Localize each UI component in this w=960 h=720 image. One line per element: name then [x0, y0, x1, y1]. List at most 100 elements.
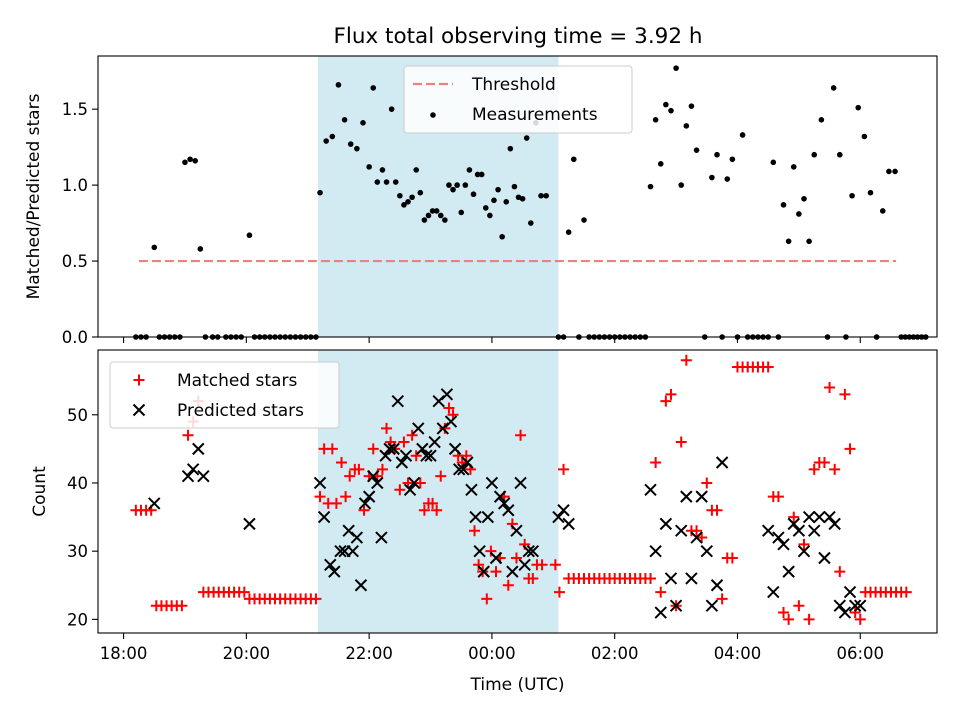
matched-stars-point: [527, 572, 539, 584]
predicted-stars-point: [562, 517, 575, 531]
measurement-point: [673, 65, 679, 71]
matched-stars-point: [353, 463, 365, 475]
measurement-point: [397, 192, 403, 199]
matched-stars-point: [176, 600, 188, 612]
x-tick-label: 06:00: [836, 644, 884, 663]
measurement-point: [491, 197, 497, 204]
bottom-shaded-interval: [317, 350, 559, 633]
predicted-stars-point: [705, 599, 719, 612]
measurement-point: [329, 133, 336, 140]
matched-stars-point: [701, 477, 713, 489]
predicted-stars-point: [457, 463, 470, 476]
matched-stars-point: [410, 450, 422, 462]
predicted-stars-point: [797, 544, 811, 558]
matched-stars-point: [358, 504, 370, 516]
measurement-point: [495, 186, 501, 193]
predicted-stars-point: [761, 524, 775, 537]
y-tick-label: 1.5: [62, 100, 88, 119]
predicted-stars-point: [838, 606, 852, 619]
bottom-panel: 20 30 40 50 18:00 20:00 22:00 00:00 02:00 04:00 0…: [30, 349, 938, 695]
measurement-point: [317, 189, 323, 196]
matched-stars-point: [772, 491, 784, 503]
measurement-point: [409, 194, 415, 201]
predicted-stars-point: [690, 531, 703, 544]
measurement-point: [405, 199, 411, 205]
matched-stars-point: [502, 579, 514, 591]
measurement-point: [487, 212, 493, 219]
predicted-stars-point: [818, 551, 831, 565]
measurement-point: [683, 123, 690, 129]
matched-stars-point: [645, 572, 657, 584]
measurement-point: [565, 229, 572, 235]
predicted-stars-point: [502, 504, 515, 517]
measurement-point: [499, 233, 505, 240]
predicted-stars-point: [710, 579, 724, 592]
matched-stars-point: [481, 593, 493, 605]
predicted-stars-point: [644, 483, 657, 497]
predicted-stars-point: [497, 497, 511, 510]
predicted-stars-point: [669, 599, 683, 612]
predicted-stars-point: [767, 585, 780, 599]
predicted-stars-point: [514, 476, 527, 490]
measurement-point: [806, 238, 812, 245]
predicted-stars-point: [317, 510, 331, 524]
measurement-point: [581, 217, 587, 223]
measurement-point: [801, 195, 807, 202]
measurement-point: [714, 151, 720, 158]
predicted-stars-point: [802, 510, 816, 524]
predicted-stars-point: [399, 449, 413, 462]
y-tick-label: 30: [67, 542, 88, 561]
predicted-stars-point: [649, 544, 662, 558]
count-points: [130, 354, 912, 625]
x-tick-label: 20:00: [223, 644, 271, 663]
matched-stars-point: [849, 607, 861, 619]
measurement-point: [246, 232, 253, 239]
matched-stars-point: [854, 613, 866, 625]
matched-stars-point: [427, 497, 439, 509]
measurement-point: [370, 85, 377, 91]
predicted-stars-point: [473, 544, 486, 558]
matched-stars-point: [485, 545, 497, 557]
predicted-stars-point: [489, 551, 503, 565]
matched-stars-point: [398, 436, 410, 448]
measurement-point: [693, 147, 700, 153]
predicted-stars-point: [695, 490, 708, 503]
legend-measurements-label: Measurements: [472, 105, 598, 125]
measurements-points: [133, 65, 929, 340]
predicted-stars-point: [358, 497, 372, 510]
predicted-stars-point: [354, 579, 368, 592]
x-tick-label: 22:00: [345, 644, 393, 663]
predicted-stars-point: [654, 606, 667, 619]
bottom-y-axis: 20 30 40 50: [67, 406, 98, 629]
matched-stars-point: [439, 422, 451, 434]
predicted-stars-point: [181, 469, 195, 483]
measurement-point: [652, 116, 659, 123]
measurement-point: [323, 138, 329, 144]
measurement-point: [417, 189, 424, 196]
measurement-point: [360, 120, 366, 126]
matched-stars-point: [414, 477, 426, 489]
predicted-stars-point: [557, 504, 570, 517]
matched-stars-point: [798, 538, 810, 550]
predicted-stars-point: [674, 524, 688, 537]
measurement-point: [462, 182, 469, 188]
measurement-point: [739, 132, 746, 138]
measurement-point: [335, 82, 342, 88]
matched-stars-point: [406, 429, 418, 441]
predicted-stars-point: [792, 524, 806, 537]
measurement-point: [354, 145, 360, 152]
matched-stars-point: [558, 463, 570, 475]
measurement-point: [785, 238, 792, 245]
legend-box: [403, 65, 633, 134]
measurement-point: [543, 192, 549, 199]
predicted-stars-point: [243, 517, 256, 531]
predicted-stars-point: [444, 415, 458, 428]
matched-stars-point: [844, 443, 856, 455]
predicted-stars-point: [828, 517, 841, 531]
measurement-point: [528, 220, 534, 226]
predicted-stars-point: [469, 510, 482, 524]
matched-stars-point: [726, 552, 738, 564]
measurement-point: [374, 179, 381, 185]
matched-stars-point: [824, 382, 836, 394]
